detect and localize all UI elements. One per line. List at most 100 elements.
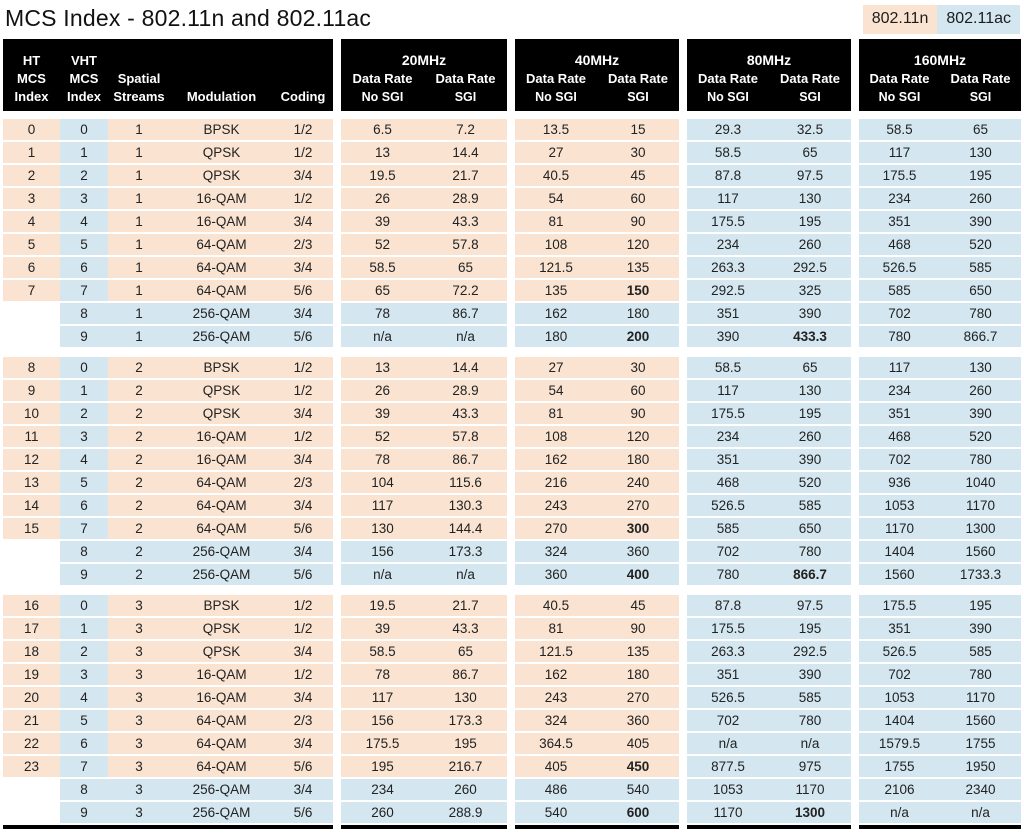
cell-ht-mcs-index [3, 779, 60, 800]
cell-ht-mcs-index: 22 [3, 733, 60, 754]
cell-160mhz-nosgi: 1755 [859, 756, 940, 777]
cell-40mhz-sgi: 405 [597, 733, 679, 754]
cell-160mhz-sgi: 520 [940, 426, 1021, 447]
cell-40mhz-nosgi: 40.5 [515, 595, 597, 616]
cell-20mhz-sgi: 86.7 [424, 449, 507, 470]
cell-vht-mcs-index: 1 [60, 142, 108, 163]
cell-ht-mcs-index: 4 [3, 211, 60, 232]
band-subheader: No SGI SGI [687, 88, 851, 106]
band-subheader: No SGI SGI [515, 88, 679, 106]
table-bottom-border [687, 825, 851, 829]
cell-160mhz-nosgi: 1053 [859, 687, 940, 708]
cell-20mhz-sgi: 288.9 [424, 802, 507, 823]
cell-modulation: QPSK [170, 618, 273, 639]
cell-20mhz-sgi: 21.7 [424, 595, 507, 616]
cell-spatial-streams: 3 [108, 802, 170, 823]
cell-coding: 3/4 [273, 403, 333, 424]
cell-modulation: 64-QAM [170, 495, 273, 516]
legend-802-11ac: 802.11ac [937, 5, 1020, 34]
cell-20mhz-sgi: 130 [424, 687, 507, 708]
cell-20mhz-sgi: 86.7 [424, 303, 507, 324]
cell-160mhz-nosgi: 702 [859, 664, 940, 685]
cell-modulation: QPSK [170, 403, 273, 424]
band-title: 160MHz [913, 52, 967, 68]
cell-160mhz-sgi: 195 [940, 165, 1021, 186]
cell-modulation: BPSK [170, 595, 273, 616]
cell-modulation: 16-QAM [170, 188, 273, 209]
cell-vht-mcs-index: 4 [60, 687, 108, 708]
header-column-label: VHT [71, 53, 97, 68]
cell-40mhz-nosgi: 405 [515, 756, 597, 777]
cell-vht-mcs-index: 9 [60, 802, 108, 823]
cell-160mhz-nosgi: 351 [859, 618, 940, 639]
cell-modulation: QPSK [170, 142, 273, 163]
cell-160mhz-sgi: n/a [940, 802, 1021, 823]
band-subheader-label: Data Rate [435, 71, 496, 86]
cell-40mhz-nosgi: 27 [515, 357, 597, 378]
band-subheader-label: No SGI [707, 90, 749, 104]
cell-modulation: QPSK [170, 380, 273, 401]
cell-20mhz-nosgi: 58.5 [341, 641, 424, 662]
cell-160mhz-sgi: 585 [940, 257, 1021, 278]
cell-80mhz-sgi: 390 [769, 449, 851, 470]
cell-ht-mcs-index: 14 [3, 495, 60, 516]
cell-20mhz-sgi: 260 [424, 779, 507, 800]
cell-160mhz-sgi: 1040 [940, 472, 1021, 493]
cell-spatial-streams: 3 [108, 756, 170, 777]
cell-20mhz-nosgi: 13 [341, 357, 424, 378]
cell-80mhz-sgi: 260 [769, 234, 851, 255]
cell-vht-mcs-index: 2 [60, 165, 108, 186]
cell-40mhz-sgi: 270 [597, 687, 679, 708]
cell-modulation: 16-QAM [170, 211, 273, 232]
cell-40mhz-nosgi: 360 [515, 564, 597, 585]
band-subheader-label: Data Rate [698, 71, 758, 86]
cell-ht-mcs-index: 19 [3, 664, 60, 685]
page-title: MCS Index - 802.11n and 802.11ac [5, 5, 372, 31]
cell-40mhz-nosgi: 324 [515, 541, 597, 562]
cell-160mhz-sgi: 390 [940, 618, 1021, 639]
cell-vht-mcs-index: 9 [60, 326, 108, 347]
cell-modulation: 64-QAM [170, 472, 273, 493]
cell-modulation: 256-QAM [170, 326, 273, 347]
header-gap [3, 113, 1021, 117]
cell-modulation: 64-QAM [170, 518, 273, 539]
cell-20mhz-sgi: 65 [424, 257, 507, 278]
cell-80mhz-nosgi: 117 [687, 188, 769, 209]
cell-vht-mcs-index: 3 [60, 664, 108, 685]
cell-ht-mcs-index [3, 326, 60, 347]
cell-40mhz-nosgi: 108 [515, 234, 597, 255]
cell-160mhz-nosgi: 526.5 [859, 641, 940, 662]
cell-ht-mcs-index [3, 541, 60, 562]
cell-20mhz-nosgi: 6.5 [341, 119, 424, 140]
cell-20mhz-sgi: n/a [424, 564, 507, 585]
cell-80mhz-nosgi: 877.5 [687, 756, 769, 777]
cell-40mhz-nosgi: 27 [515, 142, 597, 163]
cell-80mhz-nosgi: 29.3 [687, 119, 769, 140]
cell-80mhz-nosgi: 292.5 [687, 280, 769, 301]
cell-coding: 1/2 [273, 664, 333, 685]
cell-20mhz-nosgi: 117 [341, 687, 424, 708]
cell-40mhz-sgi: 360 [597, 541, 679, 562]
cell-coding: 5/6 [273, 802, 333, 823]
cell-20mhz-nosgi: 78 [341, 664, 424, 685]
cell-160mhz-sgi: 1560 [940, 710, 1021, 731]
cell-40mhz-sgi: 135 [597, 641, 679, 662]
cell-spatial-streams: 1 [108, 326, 170, 347]
cell-spatial-streams: 3 [108, 664, 170, 685]
cell-spatial-streams: 2 [108, 380, 170, 401]
cell-20mhz-nosgi: 26 [341, 380, 424, 401]
header-column-label: Modulation [186, 89, 257, 104]
cell-20mhz-nosgi: 52 [341, 426, 424, 447]
cell-40mhz-nosgi: 135 [515, 280, 597, 301]
band-subheader-label: No SGI [361, 90, 404, 104]
header-column: Coding [273, 39, 333, 111]
cell-modulation: 64-QAM [170, 280, 273, 301]
cell-20mhz-sgi: 173.3 [424, 710, 507, 731]
cell-40mhz-sgi: 240 [597, 472, 679, 493]
band-subheader-label: No SGI [878, 90, 921, 104]
cell-ht-mcs-index: 5 [3, 234, 60, 255]
cell-modulation: QPSK [170, 641, 273, 662]
cell-coding: 3/4 [273, 541, 333, 562]
cell-ht-mcs-index: 1 [3, 142, 60, 163]
